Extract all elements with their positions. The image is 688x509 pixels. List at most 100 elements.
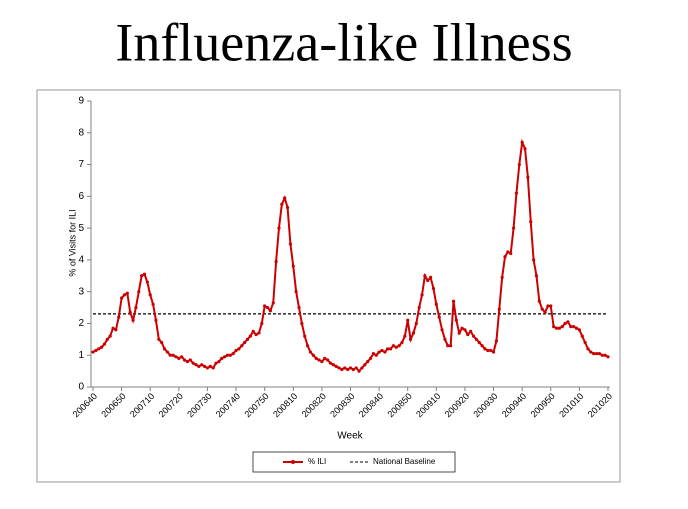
data-point [231, 352, 235, 356]
data-point [557, 326, 561, 330]
data-point [245, 337, 250, 341]
data-point [506, 250, 510, 254]
y-tick-label: 5 [78, 223, 84, 234]
data-point [477, 340, 481, 345]
data-point [128, 310, 132, 314]
y-tick-label: 2 [78, 318, 84, 329]
data-point [537, 299, 541, 303]
data-point [583, 340, 587, 345]
data-point [288, 242, 293, 246]
data-point [91, 350, 95, 354]
data-point [191, 361, 195, 365]
data-point [117, 315, 121, 319]
data-point [194, 363, 198, 367]
y-tick-label: 7 [78, 159, 84, 170]
data-point [454, 318, 458, 322]
data-point [434, 302, 438, 306]
data-point [97, 347, 101, 351]
data-point [514, 191, 519, 195]
data-point [366, 359, 370, 364]
data-point [297, 305, 301, 310]
data-point [563, 321, 567, 326]
data-point [517, 162, 521, 167]
data-point [108, 334, 112, 338]
data-point [431, 286, 436, 291]
data-point [417, 305, 421, 310]
data-point [331, 363, 335, 367]
data-point [334, 364, 338, 368]
data-point [494, 339, 499, 343]
data-point [543, 310, 547, 314]
data-point [180, 355, 184, 359]
data-point [460, 326, 464, 330]
data-point [569, 325, 573, 329]
data-point [534, 274, 539, 278]
data-point [357, 369, 361, 373]
y-tick-label: 8 [78, 127, 84, 138]
data-point [188, 358, 192, 362]
data-point [354, 366, 358, 370]
data-point [271, 301, 275, 305]
data-point [157, 337, 161, 341]
data-point [532, 258, 536, 262]
data-point [168, 353, 172, 357]
data-point [554, 326, 559, 330]
data-point [160, 340, 164, 345]
data-point [523, 147, 527, 151]
data-point [368, 356, 373, 360]
data-point [260, 321, 264, 326]
data-point [592, 352, 596, 356]
data-point [346, 367, 350, 372]
data-point [343, 366, 347, 370]
data-point [572, 325, 576, 329]
data-point [311, 353, 315, 357]
data-point [240, 344, 244, 348]
data-point [423, 274, 427, 278]
data-point [303, 334, 307, 338]
chart-title: Influenza-like Illness [115, 12, 572, 72]
data-point [391, 344, 396, 348]
data-point [162, 347, 167, 351]
data-point [248, 334, 252, 338]
data-point [277, 226, 281, 230]
data-point [208, 364, 212, 368]
data-point [151, 302, 155, 306]
data-point [371, 352, 375, 356]
data-point [137, 290, 141, 294]
data-point [148, 293, 152, 297]
y-tick-label: 4 [78, 255, 84, 266]
data-point [446, 344, 450, 348]
data-point [486, 348, 490, 353]
legend-label: % ILI [308, 457, 326, 466]
y-tick-label: 9 [78, 96, 84, 107]
y-tick-label: 6 [78, 191, 84, 202]
data-point [606, 355, 610, 359]
data-point [500, 275, 504, 279]
data-point [225, 353, 230, 357]
data-point [483, 347, 487, 351]
data-point [140, 274, 144, 278]
data-point [214, 361, 218, 365]
data-point [125, 291, 129, 295]
data-point [380, 348, 384, 353]
data-point [122, 293, 127, 297]
data-point [351, 367, 355, 372]
data-point [328, 361, 333, 365]
data-point [337, 366, 341, 370]
data-point [552, 325, 556, 329]
data-point [577, 328, 581, 332]
data-point [560, 325, 564, 329]
data-point [142, 272, 147, 276]
y-axis-title: % of Visits for ILI [67, 209, 77, 276]
data-point [491, 350, 496, 354]
data-point [102, 342, 107, 346]
data-point [265, 305, 270, 310]
data-point [600, 353, 604, 357]
data-point [360, 366, 364, 370]
data-point [200, 363, 204, 367]
data-point [394, 345, 398, 349]
data-point [274, 259, 278, 264]
data-point [300, 321, 304, 326]
